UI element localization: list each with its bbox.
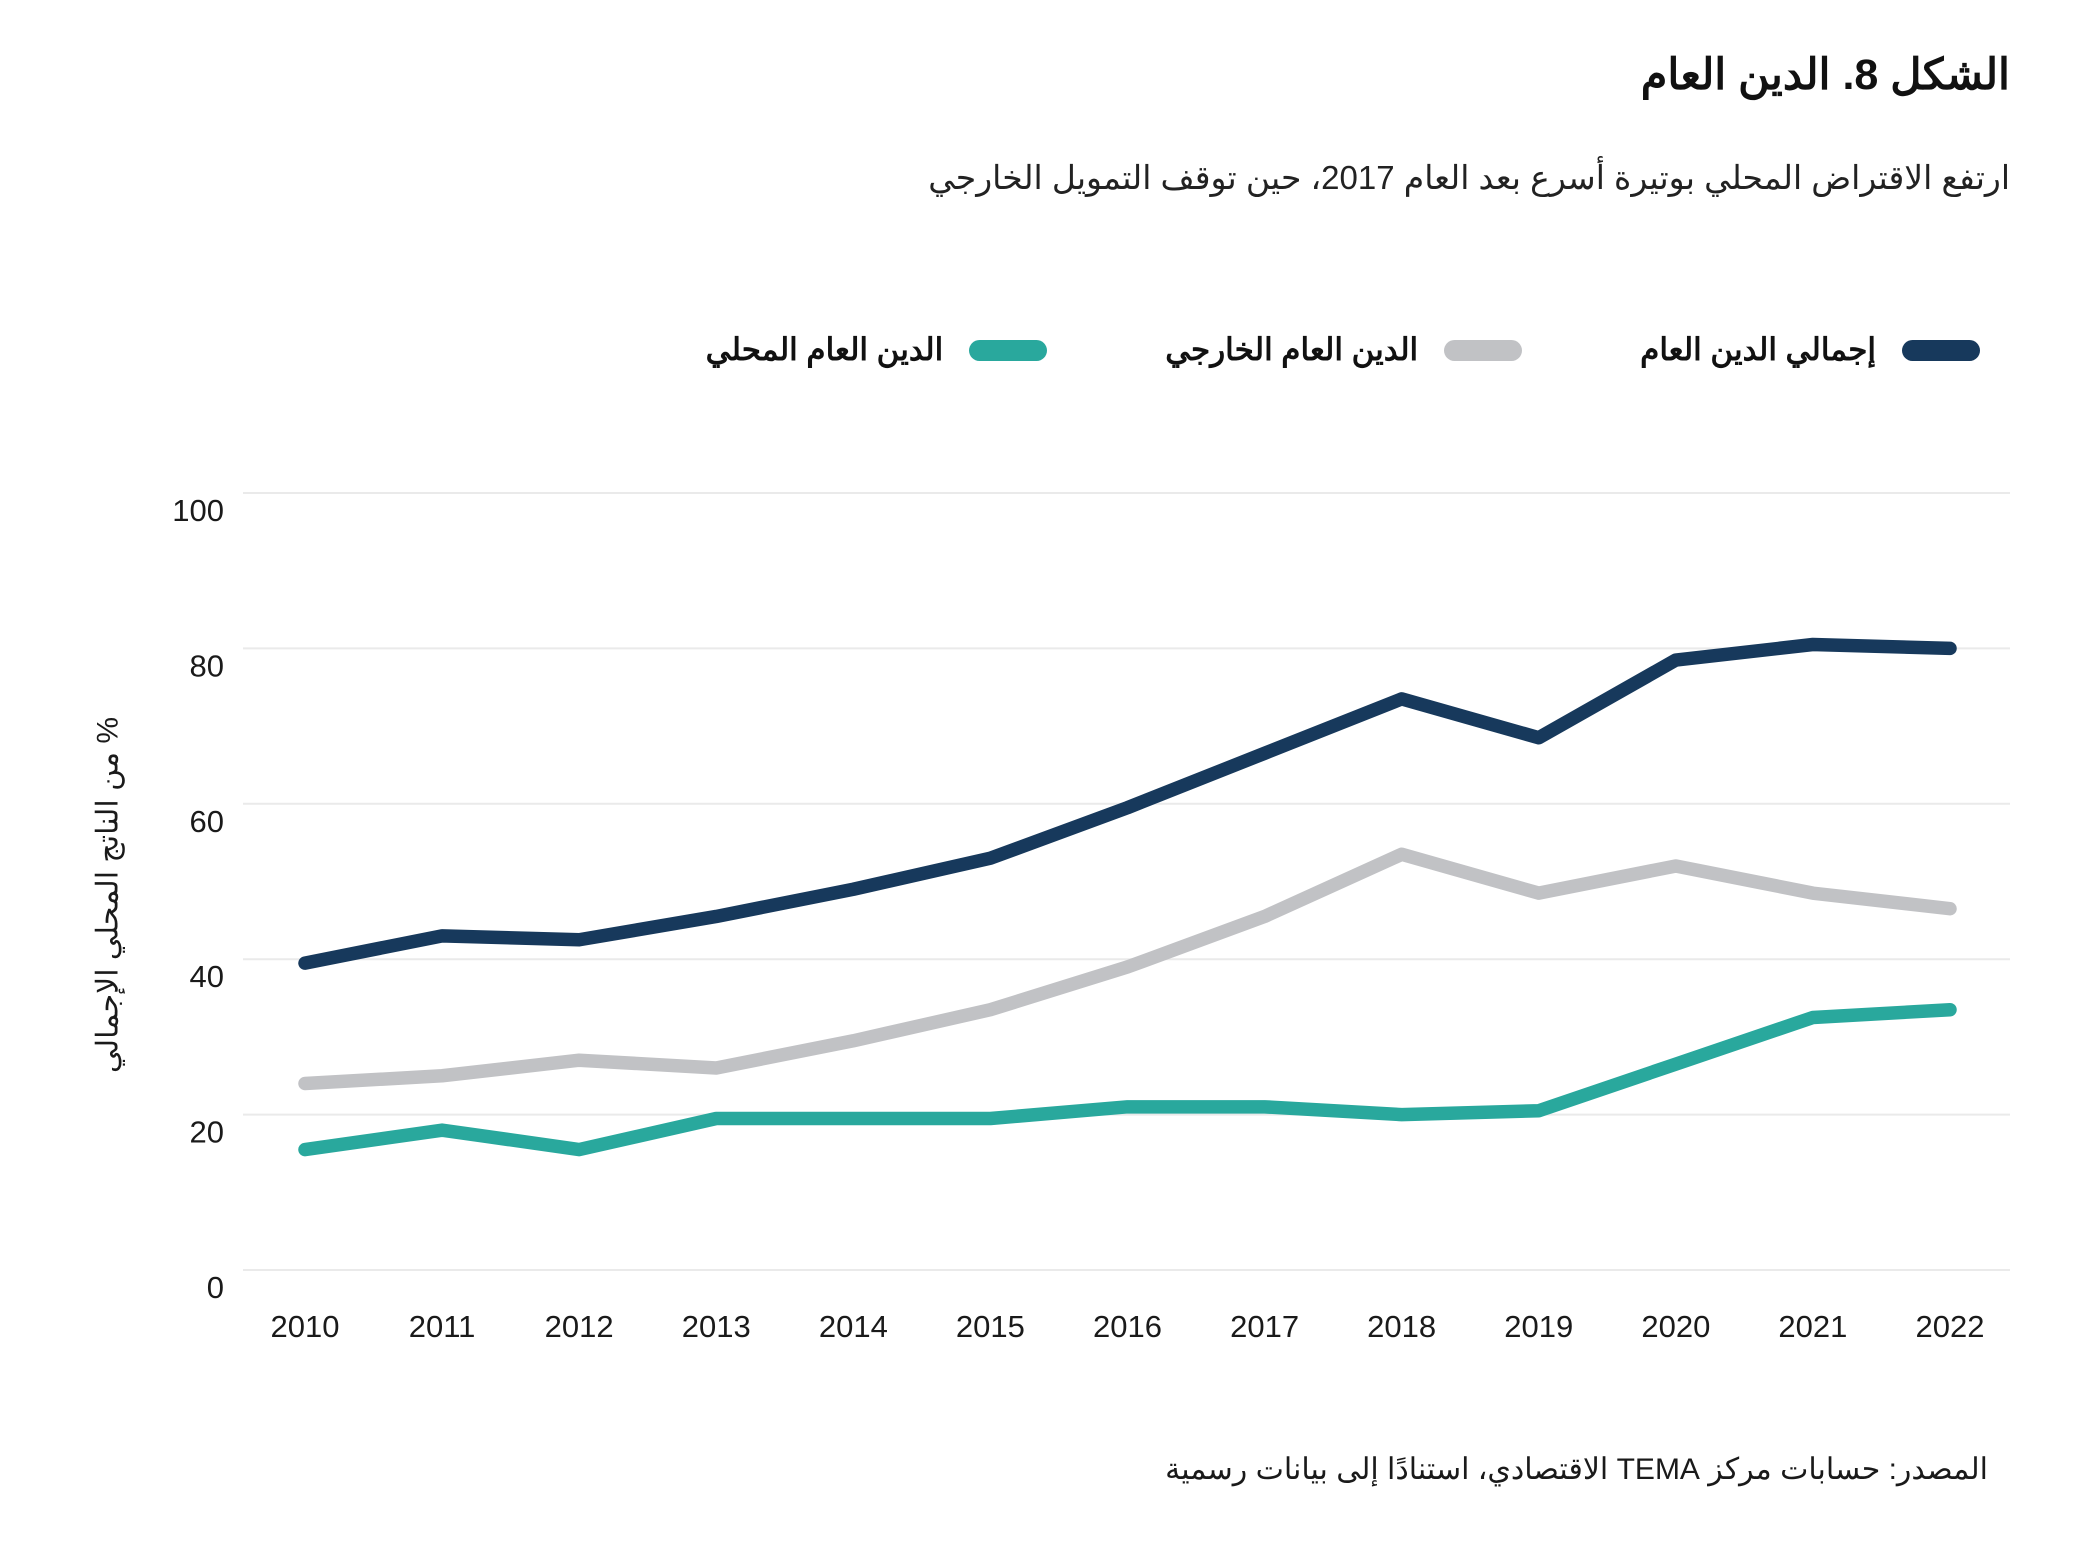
- series-line-1: [298, 847, 1957, 1091]
- x-tick-label-2021: 2021: [1778, 1309, 1847, 1344]
- legend-label: الدين العام المحلي: [705, 332, 944, 367]
- x-tick-label-2019: 2019: [1504, 1309, 1573, 1344]
- x-tick-label-2018: 2018: [1367, 1309, 1436, 1344]
- x-tick-label-2015: 2015: [956, 1309, 1025, 1344]
- source-note: المصدر: حسابات مركز TEMA الاقتصادي، استن…: [1165, 1453, 1988, 1486]
- x-tick-label-2012: 2012: [545, 1309, 614, 1344]
- legend-swatch-icon: [969, 339, 1048, 361]
- legend-item-2: الدين العام المحلي: [706, 332, 1048, 368]
- y-tick-label-80: 80: [190, 648, 224, 683]
- legend-swatch-icon: [1902, 339, 1980, 361]
- figure-title: الشكل 8. الدين العام: [1640, 51, 2010, 99]
- series-line-2: [298, 1002, 1957, 1157]
- x-tick-label-2010: 2010: [271, 1309, 340, 1344]
- legend-label: الدين العام الخارجي: [1165, 332, 1419, 367]
- x-tick-label-2014: 2014: [819, 1309, 888, 1344]
- x-tick-label-2017: 2017: [1230, 1309, 1299, 1344]
- y-tick-label-0: 0: [207, 1270, 224, 1305]
- figure-subtitle: ارتفع الاقتراض المحلي بوتيرة أسرع بعد ال…: [928, 159, 2010, 196]
- chart-legend: إجمالي الدين العام الدين العام الخارجي الد…: [706, 332, 1980, 368]
- x-tick-label-2013: 2013: [682, 1309, 751, 1344]
- legend-item-0: إجمالي الدين العام: [1640, 332, 1980, 368]
- x-tick-label-2022: 2022: [1916, 1309, 1985, 1344]
- y-tick-label-60: 60: [190, 804, 224, 839]
- y-tick-label-20: 20: [190, 1115, 224, 1150]
- x-tick-label-2011: 2011: [409, 1309, 476, 1344]
- legend-label: إجمالي الدين العام: [1640, 332, 1876, 367]
- x-tick-label-2016: 2016: [1093, 1309, 1162, 1344]
- legend-swatch-icon: [1444, 339, 1523, 361]
- y-tick-label-40: 40: [190, 959, 224, 994]
- series-line-0: [298, 637, 1957, 970]
- x-tick-label-2020: 2020: [1641, 1309, 1710, 1344]
- legend-item-1: الدين العام الخارجي: [1165, 332, 1523, 368]
- y-tick-label-100: 100: [172, 493, 224, 528]
